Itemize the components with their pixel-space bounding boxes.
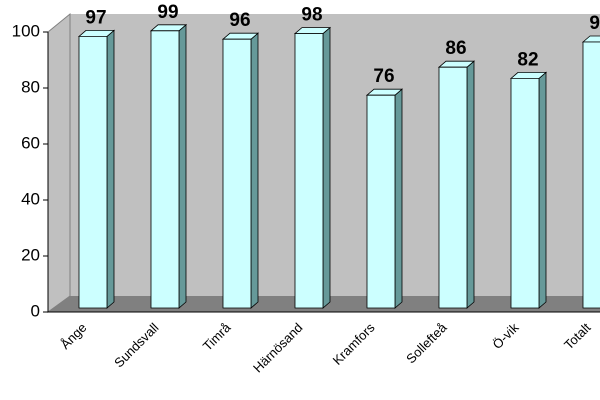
- bar-front: [366, 94, 396, 309]
- x-tick-label: Sollefteå: [403, 319, 450, 366]
- bar: [77, 29, 116, 309]
- side-wall: [47, 12, 71, 313]
- value-label: 86: [445, 38, 466, 59]
- bar-front: [438, 66, 468, 309]
- x-tick-label: Kramfors: [330, 320, 378, 368]
- value-label: 76: [373, 66, 394, 87]
- value-label: 82: [517, 49, 538, 70]
- bar-side: [106, 29, 115, 309]
- x-tick-label: Sundsvall: [111, 320, 162, 371]
- x-tick-label: Ö-vik: [489, 320, 521, 352]
- y-tick-label: 80: [21, 77, 40, 96]
- x-tick-label: Härnösand: [250, 320, 306, 376]
- bar-side: [538, 71, 547, 309]
- bar-side: [178, 23, 187, 309]
- y-tick-label: 60: [21, 133, 40, 152]
- bar-front: [150, 30, 180, 309]
- bar-front: [222, 38, 252, 309]
- bar: [509, 71, 548, 309]
- value-label: 97: [85, 7, 106, 28]
- x-tick-label: Totalt: [561, 320, 594, 353]
- bar-side: [394, 88, 403, 309]
- value-label: 98: [301, 5, 322, 26]
- x-tick-label: Timrå: [200, 319, 234, 353]
- bar: [221, 32, 260, 309]
- bar: [581, 35, 600, 309]
- bar-side: [322, 26, 331, 309]
- y-tick-label: 20: [21, 245, 40, 264]
- value-label: 96: [229, 10, 250, 31]
- value-label: 99: [157, 2, 178, 23]
- bar: [365, 88, 404, 309]
- bar-front: [582, 41, 600, 309]
- bar-front: [510, 78, 540, 309]
- value-label: 95: [589, 13, 600, 34]
- x-tick-label: Ånge: [57, 320, 89, 352]
- y-tick-label: 100: [12, 21, 40, 40]
- bar-front: [78, 36, 108, 309]
- bar: [437, 60, 476, 309]
- y-tick-label: 0: [31, 301, 40, 320]
- bar-top: [581, 35, 600, 43]
- bar-side: [250, 32, 259, 309]
- bar: [293, 26, 332, 309]
- bar-front: [294, 33, 324, 309]
- y-tick-label: 40: [21, 189, 40, 208]
- bar-side: [466, 60, 475, 309]
- bar: [149, 23, 188, 309]
